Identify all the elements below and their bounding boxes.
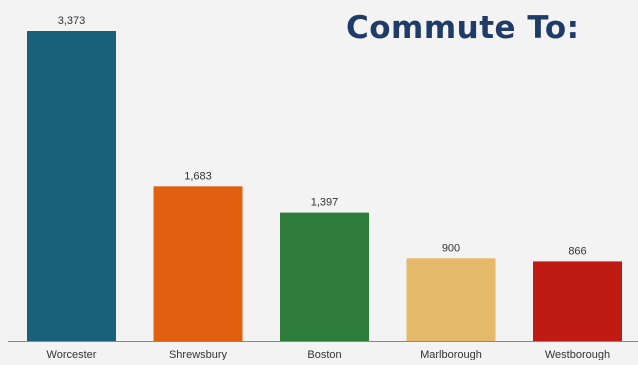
- value-label-boston: 1,397: [311, 197, 339, 209]
- category-label-boston: Boston: [307, 349, 341, 360]
- bar-westborough: [533, 261, 622, 341]
- value-label-worcester: 3,373: [58, 15, 86, 27]
- bar-marlborough: [406, 258, 496, 341]
- value-label-marlborough: 900: [442, 242, 460, 254]
- bar-worcester: [27, 31, 116, 341]
- value-label-westborough: 866: [568, 245, 586, 257]
- category-label-westborough: Westborough: [545, 349, 610, 360]
- bar-boston: [280, 212, 369, 341]
- value-label-shrewsbury: 1,683: [184, 170, 212, 182]
- category-label-marlborough: Marlborough: [420, 349, 482, 360]
- bar-shrewsbury: [153, 186, 243, 341]
- category-label-worcester: Worcester: [47, 349, 97, 360]
- category-label-shrewsbury: Shrewsbury: [169, 349, 228, 360]
- chart-title: Commute To:: [346, 10, 580, 46]
